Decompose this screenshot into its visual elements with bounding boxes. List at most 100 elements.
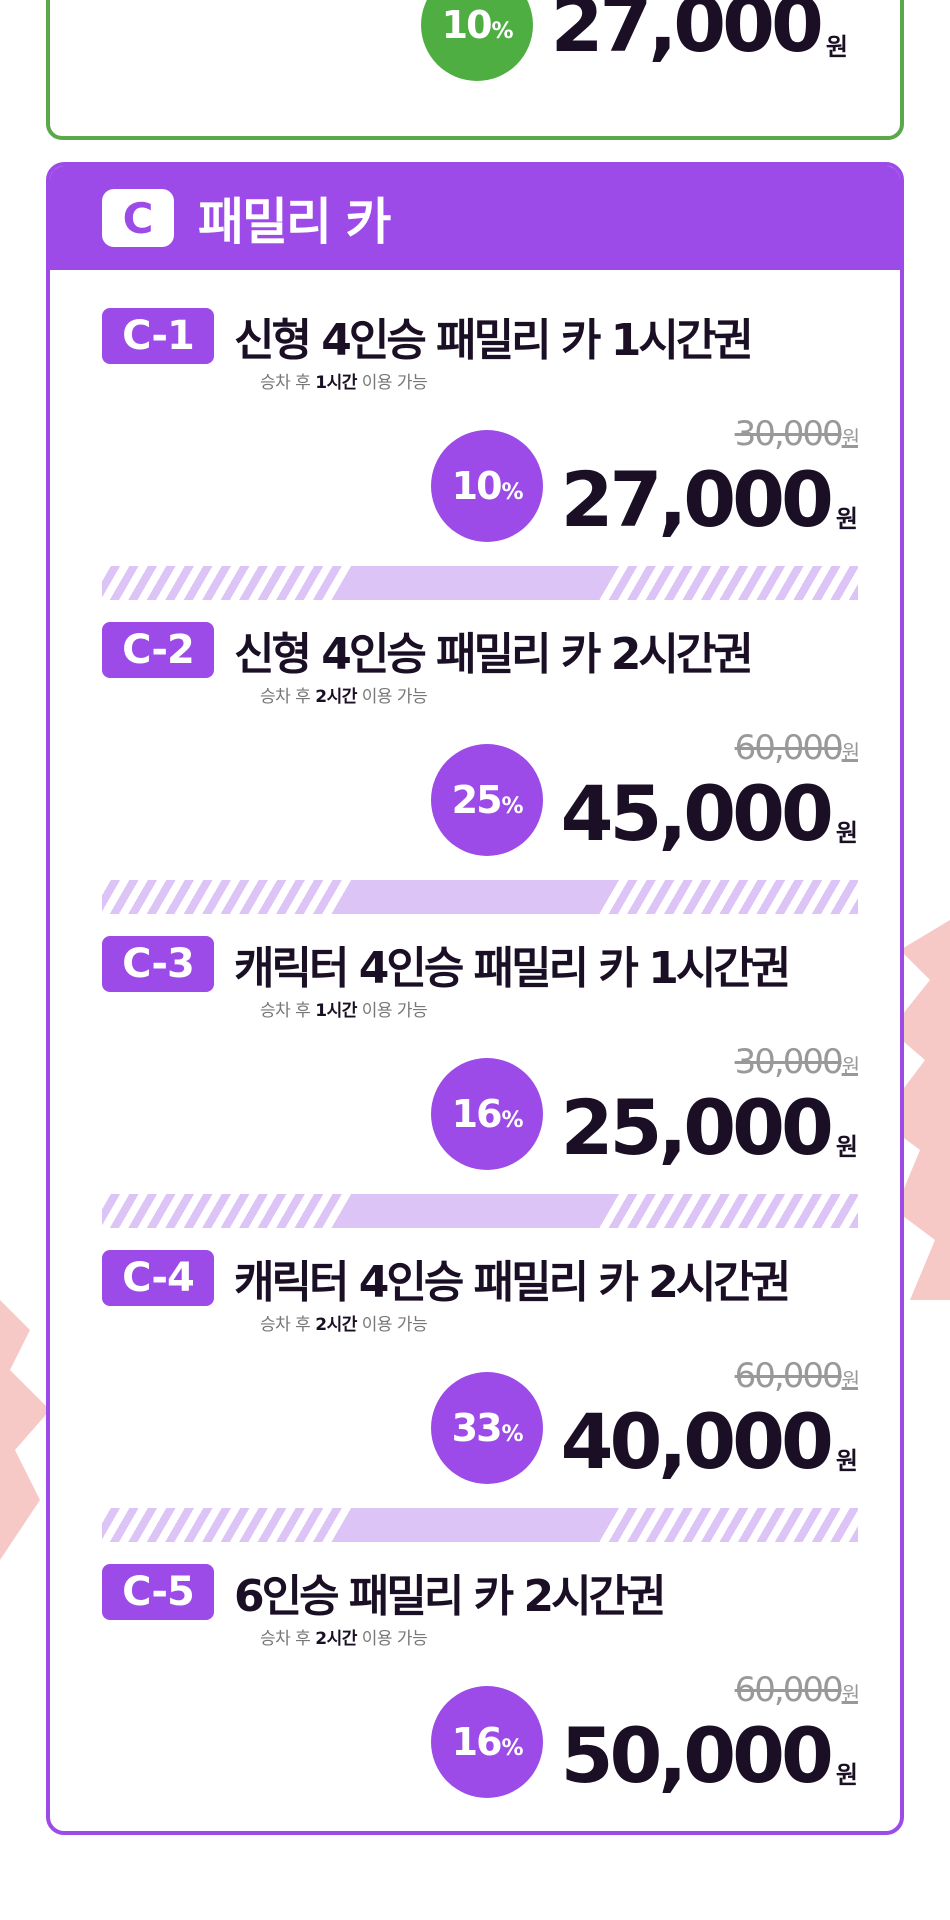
note-suffix: 이용 가능 <box>356 373 428 393</box>
percent-sign: % <box>501 479 524 505</box>
note-suffix: 이용 가능 <box>356 687 428 707</box>
note-suffix: 이용 가능 <box>356 1315 428 1335</box>
sale-row: 25% 45,000 원 <box>430 744 858 858</box>
discount-badge: 10% <box>430 430 543 542</box>
original-price-value: 60,000 <box>734 728 844 768</box>
original-price-unit: 원 <box>841 740 860 764</box>
divider-center-band <box>334 566 618 600</box>
striped-divider <box>102 1508 858 1542</box>
original-price-unit: 원 <box>841 1054 860 1078</box>
discount-value: 16 <box>451 1720 503 1764</box>
discount-badge: 16% <box>430 1058 543 1170</box>
note-suffix: 이용 가능 <box>356 1629 428 1649</box>
original-price-unit: 원 <box>841 426 860 450</box>
currency-unit: 원 <box>835 1447 858 1475</box>
original-price: 60,000원 <box>734 1356 860 1396</box>
discount-badge: 10% <box>420 0 533 81</box>
price-block: 30,000원 10% 27,000 원 <box>418 414 860 542</box>
ticket-header: C-5 6인승 패밀리 카 2시간권 <box>102 1562 858 1622</box>
ticket-title: 신형 4인승 패밀리 카 1시간권 <box>234 315 754 366</box>
ticket-code-badge: C-1 <box>102 308 214 364</box>
ticket-item: C-5 6인승 패밀리 카 2시간권 승차 후 2시간 이용 가능 60,000… <box>102 1562 860 1798</box>
ticket-title: 6인승 패밀리 카 2시간권 <box>234 1571 667 1622</box>
ticket-code-badge: C-3 <box>102 936 214 992</box>
divider-center-band <box>334 1194 618 1228</box>
price-block: 60,000원 25% 45,000 원 <box>418 728 860 856</box>
previous-section-card: 10% 27,000 원 <box>46 0 904 140</box>
original-price: 30,000원 <box>734 414 860 454</box>
note-duration: 1시간 <box>315 373 357 393</box>
price-row: 10% 27,000 원 <box>420 0 848 81</box>
striped-divider <box>102 1194 858 1228</box>
percent-sign: % <box>491 18 514 44</box>
percent-sign: % <box>501 1421 524 1447</box>
ticket-title: 캐릭터 4인승 패밀리 카 2시간권 <box>234 1257 791 1308</box>
discount-badge: 25% <box>430 744 543 856</box>
note-prefix: 승차 후 <box>260 373 316 393</box>
ticket-code-badge: C-2 <box>102 622 214 678</box>
sale-row: 10% 27,000 원 <box>430 430 858 544</box>
price-block: 60,000원 16% 50,000 원 <box>418 1670 860 1798</box>
family-car-section: C 패밀리 카 C-1 신형 4인승 패밀리 카 1시간권 승차 후 1시간 이… <box>46 162 904 1835</box>
discount-value: 10 <box>441 3 493 47</box>
sale-row: 16% 50,000 원 <box>430 1686 858 1800</box>
original-price: 30,000원 <box>734 1042 860 1082</box>
ticket-header: C-1 신형 4인승 패밀리 카 1시간권 <box>102 306 858 366</box>
ticket-note: 승차 후 1시간 이용 가능 <box>260 996 858 1021</box>
currency-unit: 원 <box>835 1761 858 1789</box>
divider-center-band <box>334 1508 618 1542</box>
currency-unit: 원 <box>835 1133 858 1161</box>
original-price: 60,000원 <box>734 1670 860 1710</box>
ticket-item: C-3 캐릭터 4인승 패밀리 카 1시간권 승차 후 1시간 이용 가능 30… <box>102 934 860 1170</box>
ticket-note: 승차 후 2시간 이용 가능 <box>260 682 858 707</box>
section-title: 패밀리 카 <box>198 193 391 251</box>
sale-price: 27,000 <box>550 0 824 69</box>
original-price-value: 30,000 <box>734 1042 844 1082</box>
discount-badge: 16% <box>430 1686 543 1798</box>
discount-value: 16 <box>451 1092 503 1136</box>
price-block: 30,000원 16% 25,000 원 <box>418 1042 860 1170</box>
note-prefix: 승차 후 <box>260 1315 316 1335</box>
sale-price: 27,000 <box>560 455 834 544</box>
price-block: 60,000원 33% 40,000 원 <box>418 1356 860 1484</box>
note-prefix: 승차 후 <box>260 1001 316 1021</box>
sale-row: 33% 40,000 원 <box>430 1372 858 1484</box>
section-letter-badge: C <box>102 189 174 247</box>
discount-value: 10 <box>451 464 503 508</box>
ticket-item: C-2 신형 4인승 패밀리 카 2시간권 승차 후 2시간 이용 가능 60,… <box>102 620 860 856</box>
divider-center-band <box>334 880 618 914</box>
note-duration: 2시간 <box>315 1315 357 1335</box>
discount-value: 33 <box>451 1406 503 1450</box>
note-prefix: 승차 후 <box>260 687 316 707</box>
percent-sign: % <box>501 1735 524 1761</box>
sale-price: 50,000 <box>560 1711 834 1800</box>
percent-sign: % <box>501 793 524 819</box>
sale-row: 16% 25,000 원 <box>430 1058 858 1170</box>
red-splash-decoration <box>0 1300 50 1560</box>
percent-sign: % <box>501 1107 524 1133</box>
original-price-unit: 원 <box>841 1682 860 1706</box>
ticket-note: 승차 후 2시간 이용 가능 <box>260 1310 858 1335</box>
original-price-value: 30,000 <box>734 414 844 454</box>
sale-price: 45,000 <box>560 769 834 858</box>
original-price-unit: 원 <box>841 1368 860 1392</box>
ticket-item: C-1 신형 4인승 패밀리 카 1시간권 승차 후 1시간 이용 가능 30,… <box>102 306 860 542</box>
currency-unit: 원 <box>825 33 848 61</box>
section-header: C 패밀리 카 <box>50 166 900 270</box>
note-prefix: 승차 후 <box>260 1629 316 1649</box>
note-duration: 1시간 <box>315 1001 357 1021</box>
note-duration: 2시간 <box>315 1629 357 1649</box>
note-duration: 2시간 <box>315 687 357 707</box>
ticket-note: 승차 후 2시간 이용 가능 <box>260 1624 858 1649</box>
currency-unit: 원 <box>835 819 858 847</box>
ticket-title: 캐릭터 4인승 패밀리 카 1시간권 <box>234 943 791 994</box>
striped-divider <box>102 566 858 600</box>
striped-divider <box>102 880 858 914</box>
original-price-value: 60,000 <box>734 1670 844 1710</box>
currency-unit: 원 <box>835 505 858 533</box>
ticket-code-badge: C-4 <box>102 1250 214 1306</box>
original-price-value: 60,000 <box>734 1356 844 1396</box>
ticket-title: 신형 4인승 패밀리 카 2시간권 <box>234 629 754 680</box>
ticket-code-badge: C-5 <box>102 1564 214 1620</box>
ticket-item: C-4 캐릭터 4인승 패밀리 카 2시간권 승차 후 2시간 이용 가능 60… <box>102 1248 860 1484</box>
